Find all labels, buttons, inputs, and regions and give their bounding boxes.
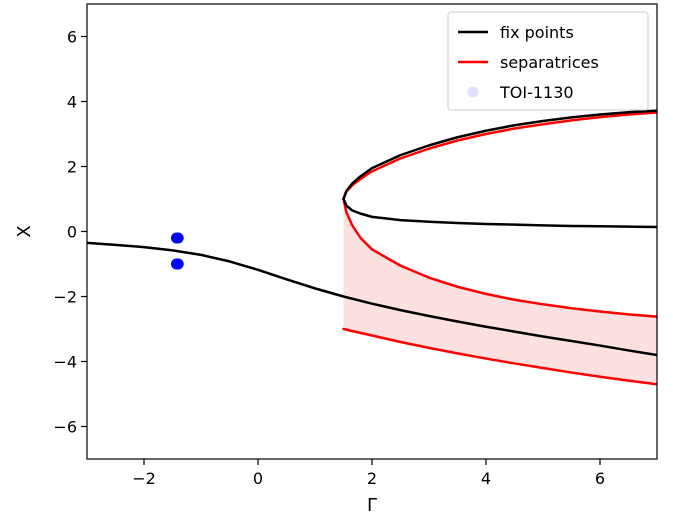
fix-points-line-1 [342, 109, 657, 201]
legend: fix points separatrices TOI-1130 [447, 11, 649, 111]
x-tick-label: 2 [367, 469, 377, 488]
fix-points-line-2 [342, 197, 657, 229]
separatrix-shaded-region [343, 199, 657, 385]
y-tick-label: 2 [67, 158, 77, 177]
x-tick-label: 0 [253, 469, 263, 488]
x-tick-label: 6 [595, 469, 605, 488]
legend-label: TOI-1130 [499, 83, 574, 102]
toi-1130-point [172, 258, 184, 270]
y-tick-label: 6 [67, 28, 77, 47]
axis-ticks: −2 0 2 4 6 −6 −4 −2 0 2 4 6 [53, 28, 605, 489]
y-tick-label: −4 [53, 353, 77, 372]
y-tick-label: 0 [67, 223, 77, 242]
separatrices-line-2 [342, 327, 657, 386]
x-axis-label: Γ [367, 495, 377, 516]
y-tick-label: −6 [53, 418, 77, 437]
legend-box [447, 11, 649, 111]
toi-1130-point [172, 232, 184, 244]
y-tick-label: 4 [67, 93, 77, 112]
y-tick-label: −2 [53, 288, 77, 307]
separatrices-line-0 [342, 111, 657, 201]
plot-area [87, 109, 657, 386]
x-tick-label: 4 [481, 469, 491, 488]
fix-points-line-0 [87, 241, 657, 357]
y-axis-label: X [14, 225, 35, 237]
legend-swatch-marker [467, 86, 479, 98]
legend-label: separatrices [500, 53, 599, 72]
x-tick-label: −2 [132, 469, 156, 488]
legend-label: fix points [500, 23, 574, 42]
separatrices-line-1 [342, 197, 657, 318]
